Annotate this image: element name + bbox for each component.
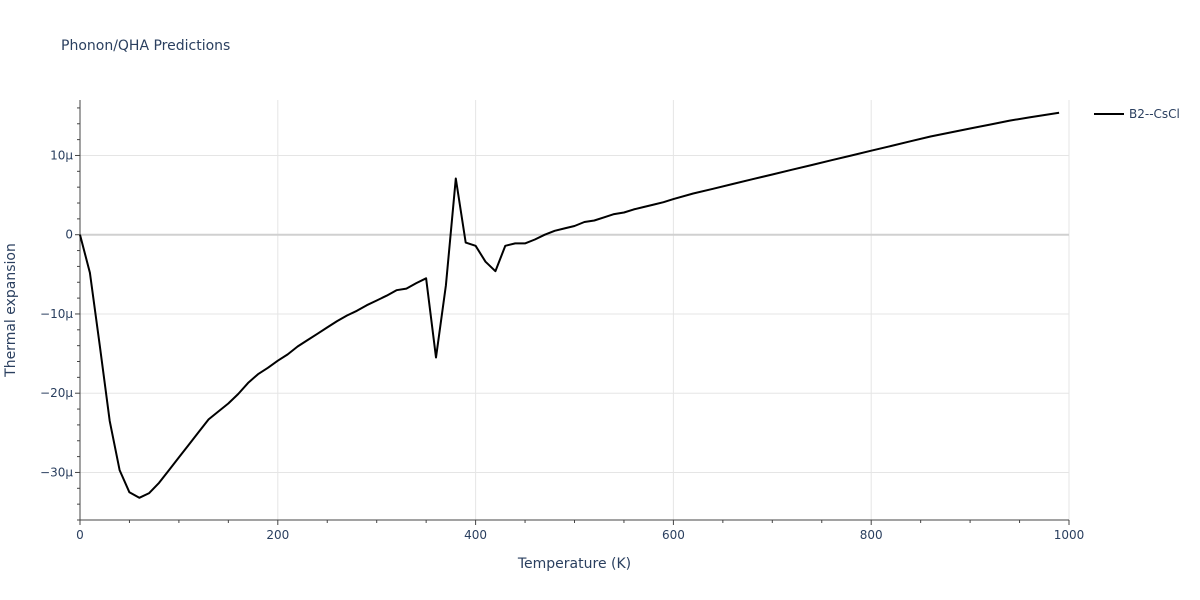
legend-label-b2-cscl: B2--CsCl xyxy=(1129,107,1180,121)
legend[interactable]: B2--CsCl xyxy=(1094,107,1180,121)
x-tick-label: 600 xyxy=(662,528,685,542)
y-tick-label: −30μ xyxy=(40,465,73,479)
x-tick-label: 800 xyxy=(860,528,883,542)
x-axis-ticks: 0 200 400 600 800 1000 xyxy=(76,528,1084,542)
y-tick-label: 0 xyxy=(65,228,73,242)
axes xyxy=(75,100,1070,525)
y-tick-label: −10μ xyxy=(40,307,73,321)
chart-title: Phonon/QHA Predictions xyxy=(61,38,230,54)
x-tick-label: 1000 xyxy=(1054,528,1085,542)
y-tick-label: 10μ xyxy=(50,148,73,162)
gridlines xyxy=(80,100,1070,520)
x-axis-title: Temperature (K) xyxy=(517,556,631,572)
series-layer xyxy=(79,111,1060,499)
y-axis-ticks: −30μ −20μ −10μ 0 10μ xyxy=(40,148,73,479)
series-line-b2-cscl[interactable] xyxy=(79,111,1060,499)
y-tick-label: −20μ xyxy=(40,386,73,400)
x-tick-label: 0 xyxy=(76,528,84,542)
x-tick-label: 200 xyxy=(266,528,289,542)
y-axis-title: Thermal expansion xyxy=(3,243,19,378)
plot-area xyxy=(80,100,1069,520)
x-tick-label: 400 xyxy=(464,528,487,542)
